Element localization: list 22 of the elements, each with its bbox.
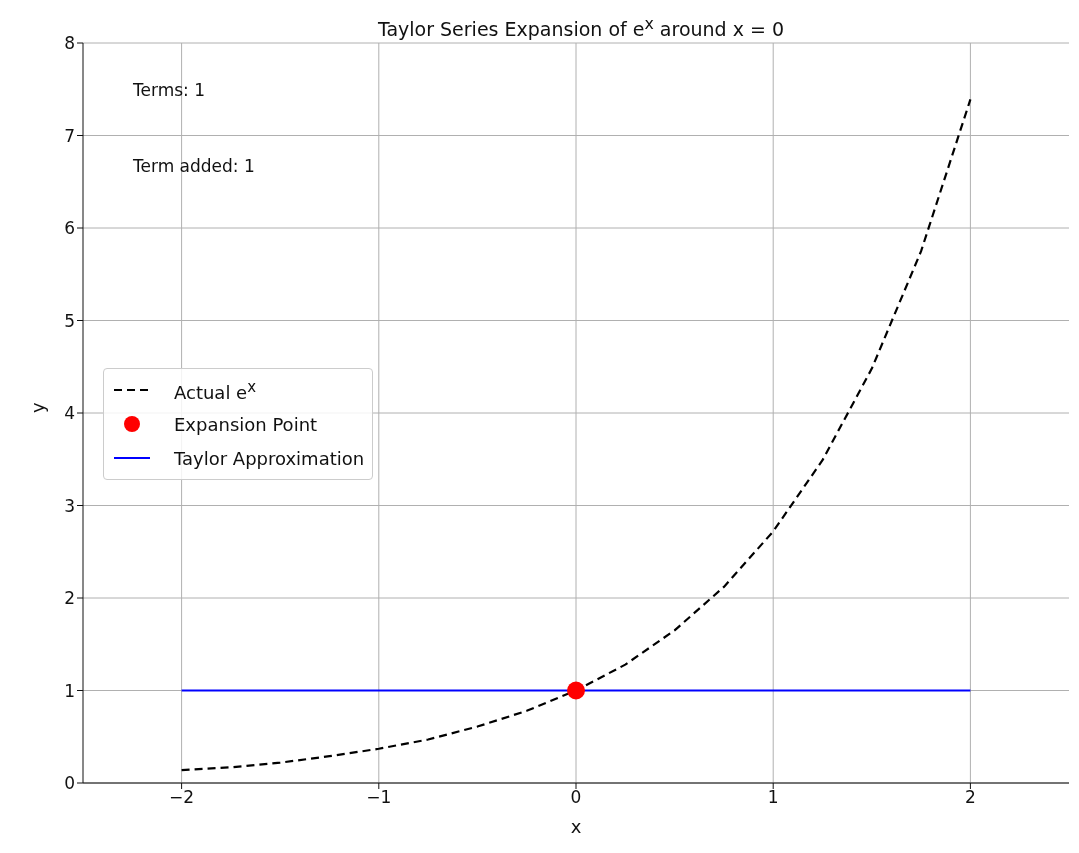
y-tick-label: 2 [64, 588, 75, 609]
y-tick-label: 5 [64, 310, 75, 331]
chart-title: Taylor Series Expansion of e$^{x}$ around x = 0 [376, 14, 786, 41]
y-tick-label: 8 [64, 33, 75, 54]
y-axis-title: y [27, 402, 49, 413]
legend-label: Taylor Approximation [174, 447, 365, 469]
y-tick-label: 3 [64, 495, 75, 516]
y-tick-label: 4 [64, 403, 75, 424]
legend-label: Actual e$^{x}$ [174, 377, 257, 403]
x-tick-label: 0 [570, 787, 582, 808]
x-tick-label: −2 [169, 787, 195, 808]
annotation: Term added: 1 [133, 156, 255, 176]
y-tick-label: 6 [64, 218, 75, 239]
y-tick-label: 7 [64, 125, 75, 146]
y-tick-label: 1 [64, 680, 75, 701]
x-axis-title: x [570, 816, 582, 837]
x-tick-label: −1 [366, 787, 392, 808]
legend-label: Expansion Point [174, 413, 318, 435]
x-tick-label: 1 [767, 787, 779, 808]
x-tick-label: 2 [964, 787, 976, 808]
y-tick-label: 0 [64, 773, 75, 794]
annotation: Terms: 1 [133, 80, 206, 100]
